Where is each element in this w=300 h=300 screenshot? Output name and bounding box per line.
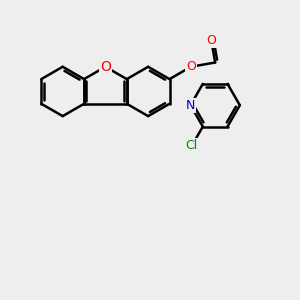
Text: N: N	[186, 99, 195, 112]
Text: O: O	[186, 60, 196, 73]
Text: Cl: Cl	[186, 139, 198, 152]
Text: O: O	[206, 34, 216, 47]
Text: O: O	[100, 60, 111, 74]
